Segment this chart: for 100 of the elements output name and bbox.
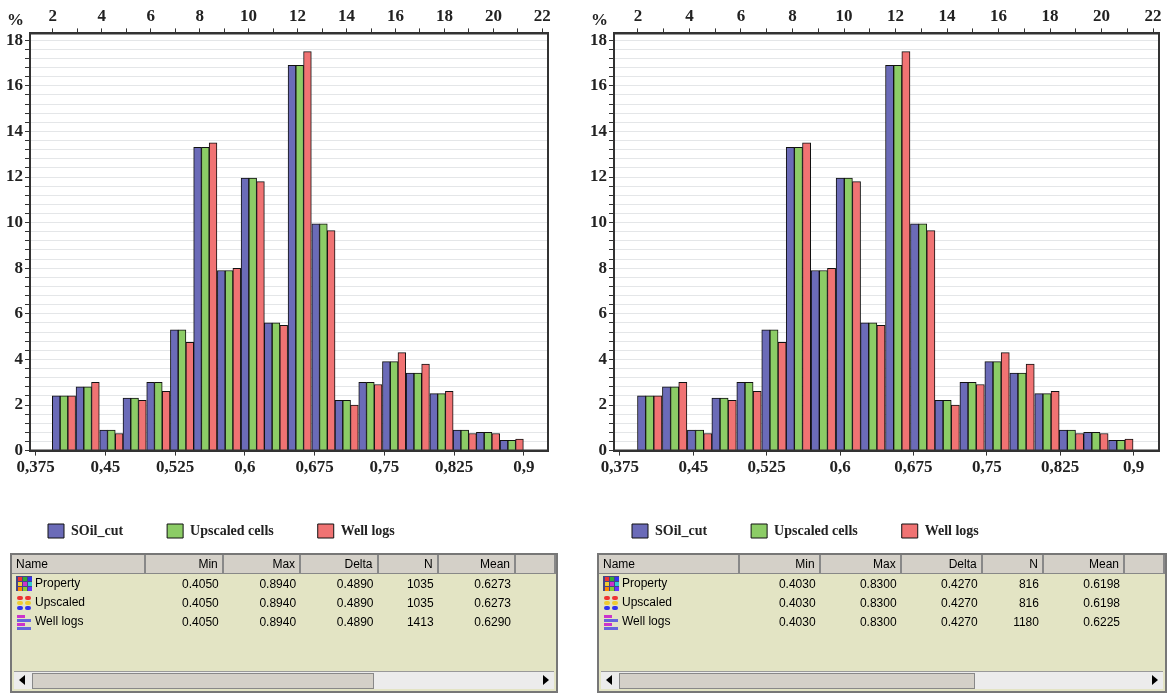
x-tick-label: 0,675: [894, 457, 933, 477]
text: 0.4030: [778, 576, 816, 591]
y-tick-label: 2: [14, 394, 23, 414]
category-label: Mean: [1042, 555, 1124, 574]
text: 0.4270: [940, 614, 978, 629]
y-tick-label: 0: [598, 439, 607, 459]
category-label: Name: [599, 555, 739, 574]
x-tick-label: 0,525: [155, 457, 195, 477]
y-axis-title: %: [591, 10, 608, 30]
y-tick-label: 10: [590, 212, 607, 232]
category-label: Upscaled: [35, 594, 86, 609]
x2-tick-label: 10: [835, 5, 853, 25]
y-tick-label: 18: [6, 29, 23, 49]
y-tick-label: 4: [14, 348, 24, 368]
category-label: Property: [622, 575, 668, 590]
y-tick-label: 18: [590, 29, 607, 49]
category-label: Well logs: [35, 613, 84, 628]
x-tick-label: 0,6: [234, 457, 256, 477]
category-label: Well logs: [622, 613, 671, 628]
text: 0.4050: [182, 576, 219, 591]
y-tick-label: 8: [14, 257, 23, 277]
legend-label: Upscaled cells: [774, 522, 859, 538]
x2-tick-label: 10: [240, 5, 258, 25]
y-tick-label: 2: [598, 394, 607, 414]
text: 0.8300: [859, 595, 897, 610]
legend-label: Well logs: [924, 522, 980, 538]
y-tick-label: 0: [14, 439, 23, 459]
x-tick-label: 0,9: [1122, 457, 1145, 477]
x-tick-label: 0,75: [369, 457, 400, 477]
category-label: Mean: [437, 555, 515, 574]
text: 0.4890: [336, 614, 374, 629]
text: 0.4270: [940, 576, 978, 591]
x-tick-label: 0,825: [434, 457, 474, 477]
text: 0.8940: [259, 595, 297, 610]
text: 816: [1018, 576, 1039, 591]
y-tick-label: 14: [6, 120, 24, 140]
category-label: Min: [738, 555, 820, 574]
y-tick-label: 10: [6, 212, 23, 232]
text: 0.4050: [182, 595, 219, 610]
x-tick-label: 0,75: [971, 457, 1002, 477]
y-tick-label: 14: [590, 120, 608, 140]
text: 0.6198: [1083, 576, 1120, 591]
x2-tick-label: 16: [990, 5, 1008, 25]
x2-tick-label: 8: [788, 5, 797, 25]
x2-tick-label: 16: [386, 5, 404, 25]
x2-tick-label: 6: [736, 5, 746, 25]
text: 0.4030: [778, 614, 816, 629]
text: 0.8300: [859, 614, 897, 629]
category-label: N: [377, 555, 438, 574]
category-label: Delta: [900, 555, 982, 574]
y-tick-label: 6: [14, 303, 23, 323]
category-label: Max: [222, 555, 301, 574]
x2-tick-label: 18: [1041, 5, 1059, 25]
text: 816: [1018, 595, 1039, 610]
x-tick-label: 0,525: [747, 457, 786, 477]
legend-label: SOil_cut: [71, 522, 124, 538]
x-tick-label: 0,675: [295, 457, 334, 477]
text: 0.8300: [859, 576, 897, 591]
y-tick-label: 6: [598, 303, 607, 323]
x2-tick-label: 12: [289, 5, 307, 25]
x2-tick-label: 2: [633, 5, 643, 25]
text: 0.6225: [1083, 614, 1120, 629]
text: 0.8940: [259, 614, 297, 629]
text: 1035: [406, 595, 434, 610]
legend-label: SOil_cut: [655, 522, 708, 538]
x2-tick-label: 14: [338, 5, 356, 25]
text: 0.8940: [259, 576, 297, 591]
x2-tick-label: 18: [435, 5, 453, 25]
legend-label: Upscaled cells: [190, 522, 275, 538]
x-tick-label: 0,45: [678, 457, 709, 477]
x2-tick-label: 2: [48, 5, 58, 25]
category-label: Name: [12, 555, 146, 574]
y-tick-label: 12: [6, 166, 23, 186]
y-tick-label: 12: [590, 166, 607, 186]
x2-tick-label: 20: [1093, 5, 1111, 25]
text: 0.6290: [474, 614, 511, 629]
x-tick-label: 0,825: [1041, 457, 1080, 477]
x2-tick-label: 8: [195, 5, 204, 25]
x2-tick-label: 22: [533, 5, 551, 25]
x-tick-label: 0,45: [90, 457, 121, 477]
x2-tick-label: 6: [146, 5, 155, 25]
x-tick-label: 0,9: [513, 457, 535, 477]
x2-tick-label: 4: [685, 5, 695, 25]
x2-tick-label: 14: [938, 5, 957, 25]
category-label: Property: [35, 575, 81, 590]
category-label: Max: [819, 555, 901, 574]
category-label: N: [981, 555, 1043, 574]
text: 0.6198: [1083, 595, 1120, 610]
text: 0.4030: [778, 595, 816, 610]
y-axis-title: %: [7, 10, 24, 30]
y-tick-label: 16: [590, 75, 607, 95]
x2-tick-label: 22: [1144, 5, 1162, 25]
text: 1413: [406, 614, 434, 629]
x2-tick-label: 20: [484, 5, 502, 25]
text: 0.4270: [940, 595, 978, 610]
y-tick-label: 16: [6, 75, 23, 95]
category-label: Delta: [300, 555, 378, 574]
x-tick-label: 0,375: [16, 457, 55, 477]
y-tick-label: 4: [598, 348, 608, 368]
y-tick-label: 8: [598, 257, 607, 277]
